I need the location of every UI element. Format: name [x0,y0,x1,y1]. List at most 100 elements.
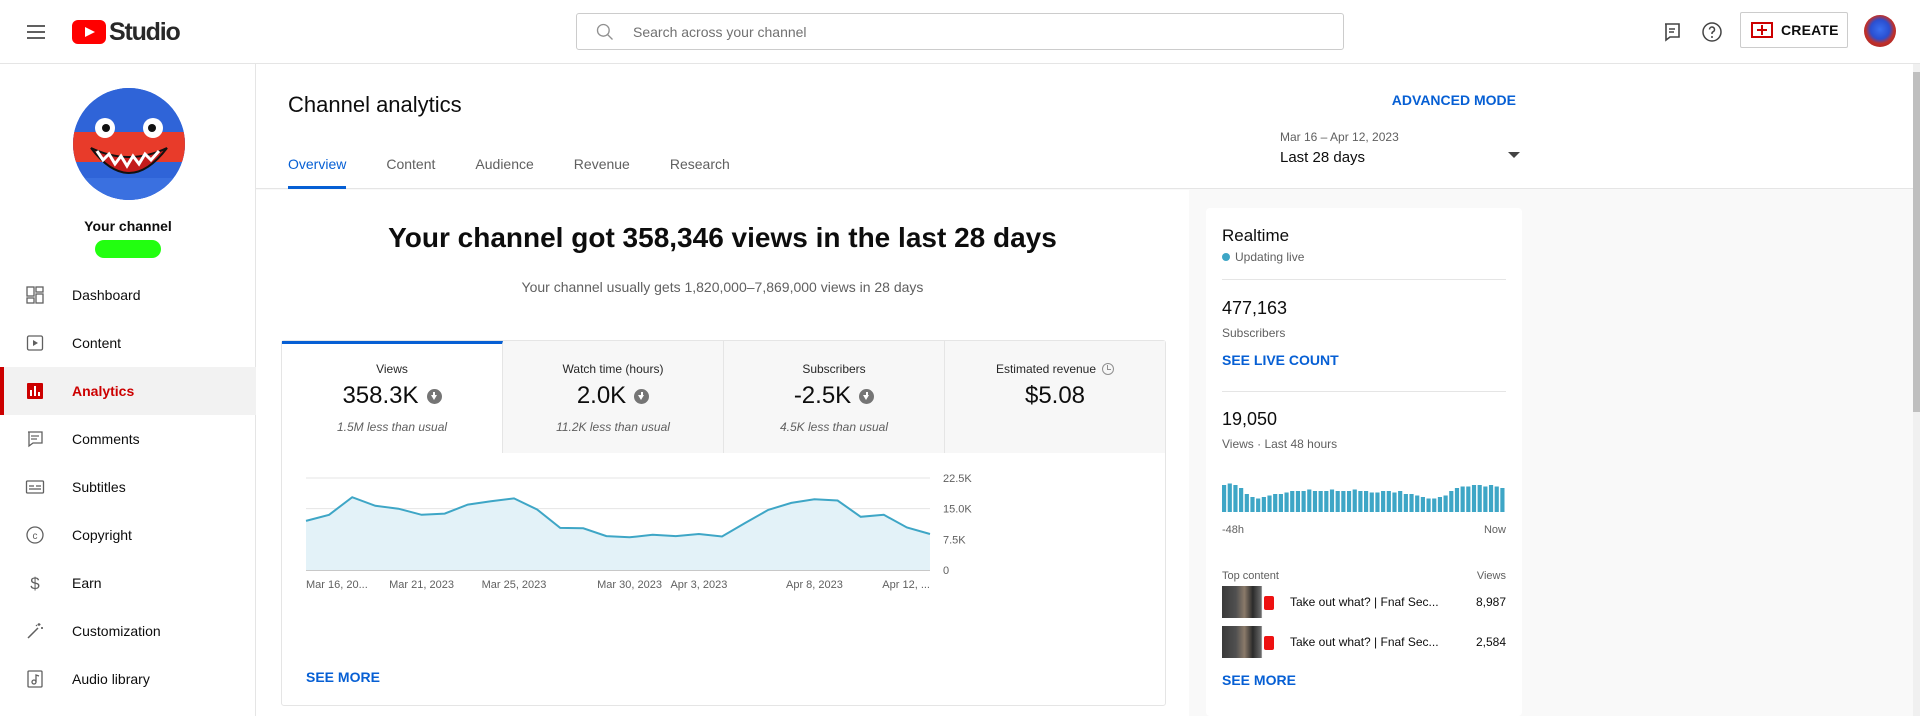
realtime-views-label: Views · Last 48 hours [1222,437,1338,451]
channel-name-redacted [95,240,161,258]
sidebar-item-comments[interactable]: Comments [0,415,256,463]
svg-text:c: c [33,531,38,542]
search-icon [596,23,613,40]
feedback-icon[interactable] [1660,20,1684,44]
menu-icon[interactable] [24,20,48,44]
see-more-realtime-button[interactable]: SEE MORE [1222,672,1296,688]
metrics-card: Views 358.3K 1.5M less than usual Watch … [281,340,1166,706]
tab-revenue[interactable]: Revenue [573,156,630,172]
metric-title: Views [376,362,408,376]
realtime-bar [1437,497,1443,512]
channel-avatar-image [73,88,185,200]
tab-research[interactable]: Research [669,156,730,172]
sidebar-item-label: Dashboard [72,287,141,303]
realtime-bar [1471,485,1477,512]
realtime-bar [1477,485,1482,512]
realtime-bar [1381,491,1386,512]
sidebar-item-analytics[interactable]: Analytics [0,367,256,415]
realtime-bar [1392,492,1397,512]
date-range: Mar 16 – Apr 12, 2023 [1280,130,1399,144]
date-range-picker[interactable]: Mar 16 – Apr 12, 2023 Last 28 days [1280,130,1520,166]
search-bar[interactable] [576,13,1344,50]
see-more-button[interactable]: SEE MORE [306,669,380,685]
x-tick-label: Apr 12, ... [882,579,930,591]
top-bar: Studio CREATE [0,0,1920,64]
realtime-views: 19,050 [1222,409,1278,429]
realtime-bar [1398,491,1403,512]
metric-title: Estimated revenue [995,362,1097,376]
live-status: Updating live [1222,250,1304,264]
page-title: Channel analytics [288,92,462,117]
x-tick-label: Apr 8, 2023 [786,579,843,591]
realtime-bar [1227,483,1232,512]
arrow-down-icon [634,388,650,404]
realtime-bar-chart [1222,483,1505,512]
scrollbar-thumb[interactable] [1913,72,1920,412]
realtime-bar [1324,491,1329,512]
realtime-bar [1443,495,1448,512]
create-video-icon [1751,22,1773,38]
sidebar-item-copyright[interactable]: c Copyright [0,511,256,559]
realtime-bar [1460,486,1465,512]
y-tick-label: 22.5K [943,473,972,485]
metric-note: 1.5M less than usual [336,420,448,434]
metric-views[interactable]: Views 358.3K 1.5M less than usual [282,341,503,453]
tab-audience[interactable]: Audience [475,156,534,172]
subscriber-label: Subscribers [1222,326,1286,340]
sidebar-item-earn[interactable]: $ Earn [0,559,256,607]
realtime-bar [1318,491,1323,512]
help-icon[interactable] [1700,20,1724,44]
sidebar-item-dashboard[interactable]: Dashboard [0,271,256,319]
realtime-bar [1273,494,1278,512]
realtime-bar [1301,491,1306,512]
sidebar-item-customization[interactable]: Customization [0,607,256,655]
sidebar-item-content[interactable]: Content [0,319,256,367]
realtime-bar [1278,494,1283,512]
x-tick-label: Mar 21, 2023 [389,579,454,591]
metric-watch-time[interactable]: Watch time (hours) 2.0K 11.2K less than … [503,341,724,453]
realtime-title: Realtime [1222,226,1290,245]
sidebar-item-audio-library[interactable]: Audio library [0,655,256,703]
account-avatar[interactable] [1864,15,1896,47]
realtime-bar [1250,497,1255,512]
dropdown-caret-icon [1508,152,1520,158]
sidebar-item-label: Earn [72,575,102,591]
sidebar-item-label: Audio library [72,671,150,687]
sidebar-item-label: Analytics [72,383,135,399]
realtime-card: Realtime Updating live 477,163 Subscribe… [1206,208,1522,716]
top-content-row[interactable]: Take out what? | Fnaf Sec... 8,987 [1222,586,1506,618]
realtime-bar [1386,491,1391,512]
realtime-bar [1284,492,1289,512]
see-live-count-button[interactable]: SEE LIVE COUNT [1222,352,1339,368]
realtime-bar [1426,498,1431,512]
customization-icon [27,623,43,639]
top-content-label: Top content [1222,570,1279,582]
top-content-row[interactable]: Take out what? | Fnaf Sec... 2,584 [1222,626,1506,658]
views-header: Views [1476,570,1506,582]
channel-avatar[interactable] [73,88,185,200]
create-button[interactable]: CREATE [1740,12,1848,48]
subscriber-count: 477,163 [1222,298,1288,318]
audio-library-icon [27,670,43,688]
advanced-mode-link[interactable]: ADVANCED MODE [1391,92,1516,108]
realtime-bar [1454,488,1460,512]
live-status-text: Updating live [1235,250,1305,264]
sidebar-item-subtitles[interactable]: Subtitles [0,463,256,511]
content-icon [26,335,44,351]
axis-label-start: -48h [1222,524,1245,536]
tab-bar: Overview Content Audience Revenue Resear… [288,156,730,189]
tab-content[interactable]: Content [386,156,436,172]
realtime-bar [1346,491,1352,512]
metric-revenue[interactable]: Estimated revenue $5.08 [945,341,1165,453]
overview-panel: Your channel got 358,346 views in the la… [256,190,1189,716]
realtime-bar [1420,497,1425,512]
scrollbar[interactable] [1913,64,1920,716]
studio-logo[interactable]: Studio [72,18,181,46]
search-input[interactable] [633,14,1333,49]
metric-subscribers[interactable]: Subscribers -2.5K 4.5K less than usual [724,341,945,453]
tab-overview[interactable]: Overview [288,156,347,189]
youtube-logo-icon [72,20,106,44]
views-headline: Your channel got 358,346 views in the la… [388,222,1057,253]
analytics-header: Channel analytics ADVANCED MODE Overview… [256,64,1913,189]
views-subline: Your channel usually gets 1,820,000–7,86… [521,279,924,295]
